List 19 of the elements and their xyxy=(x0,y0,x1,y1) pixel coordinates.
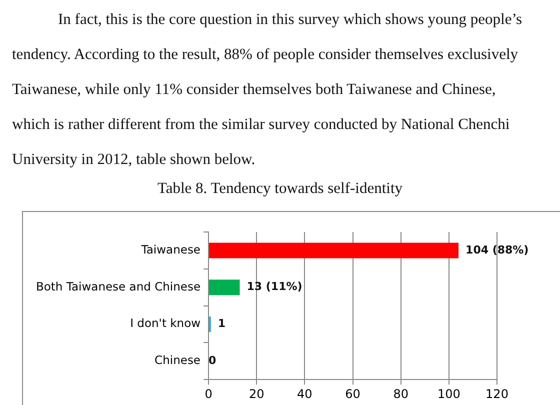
data-label: 1 xyxy=(218,317,226,330)
y-tick-label: Taiwanese xyxy=(140,242,201,256)
text: In fact, this is the core question in this survey which shows young people’s tendency. According to the result, 88% of people consider themselves exclusively Taiwanese, while only 11% consider themselves both Taiwanese and Chinese, which is rather different from the similar survey conducted by National Chenchi University in 2012, table shown below. xyxy=(12,10,524,170)
chart-title: Table 8. Tendency towards self-identity xyxy=(156,180,404,198)
data-label: 104 (88%) xyxy=(466,243,529,256)
y-tick-label: Both Taiwanese and Chinese xyxy=(36,279,201,294)
x-tick-label: 60 xyxy=(345,386,360,401)
x-tick-label: 120 xyxy=(486,386,508,401)
data-label: 13 (11%) xyxy=(246,280,302,294)
bar xyxy=(209,280,240,296)
y-tick-label: Chinese xyxy=(154,353,201,368)
x-tick-label: 20 xyxy=(248,386,264,401)
x-tick-label: 80 xyxy=(393,386,408,401)
bar xyxy=(209,242,459,258)
y-tick-label: I don't know xyxy=(130,316,201,330)
x-tick-label: 0 xyxy=(204,386,212,401)
data-label: 0 xyxy=(208,354,217,368)
x-tick-label: 100 xyxy=(437,386,460,401)
x-tick-label: 40 xyxy=(297,386,312,401)
